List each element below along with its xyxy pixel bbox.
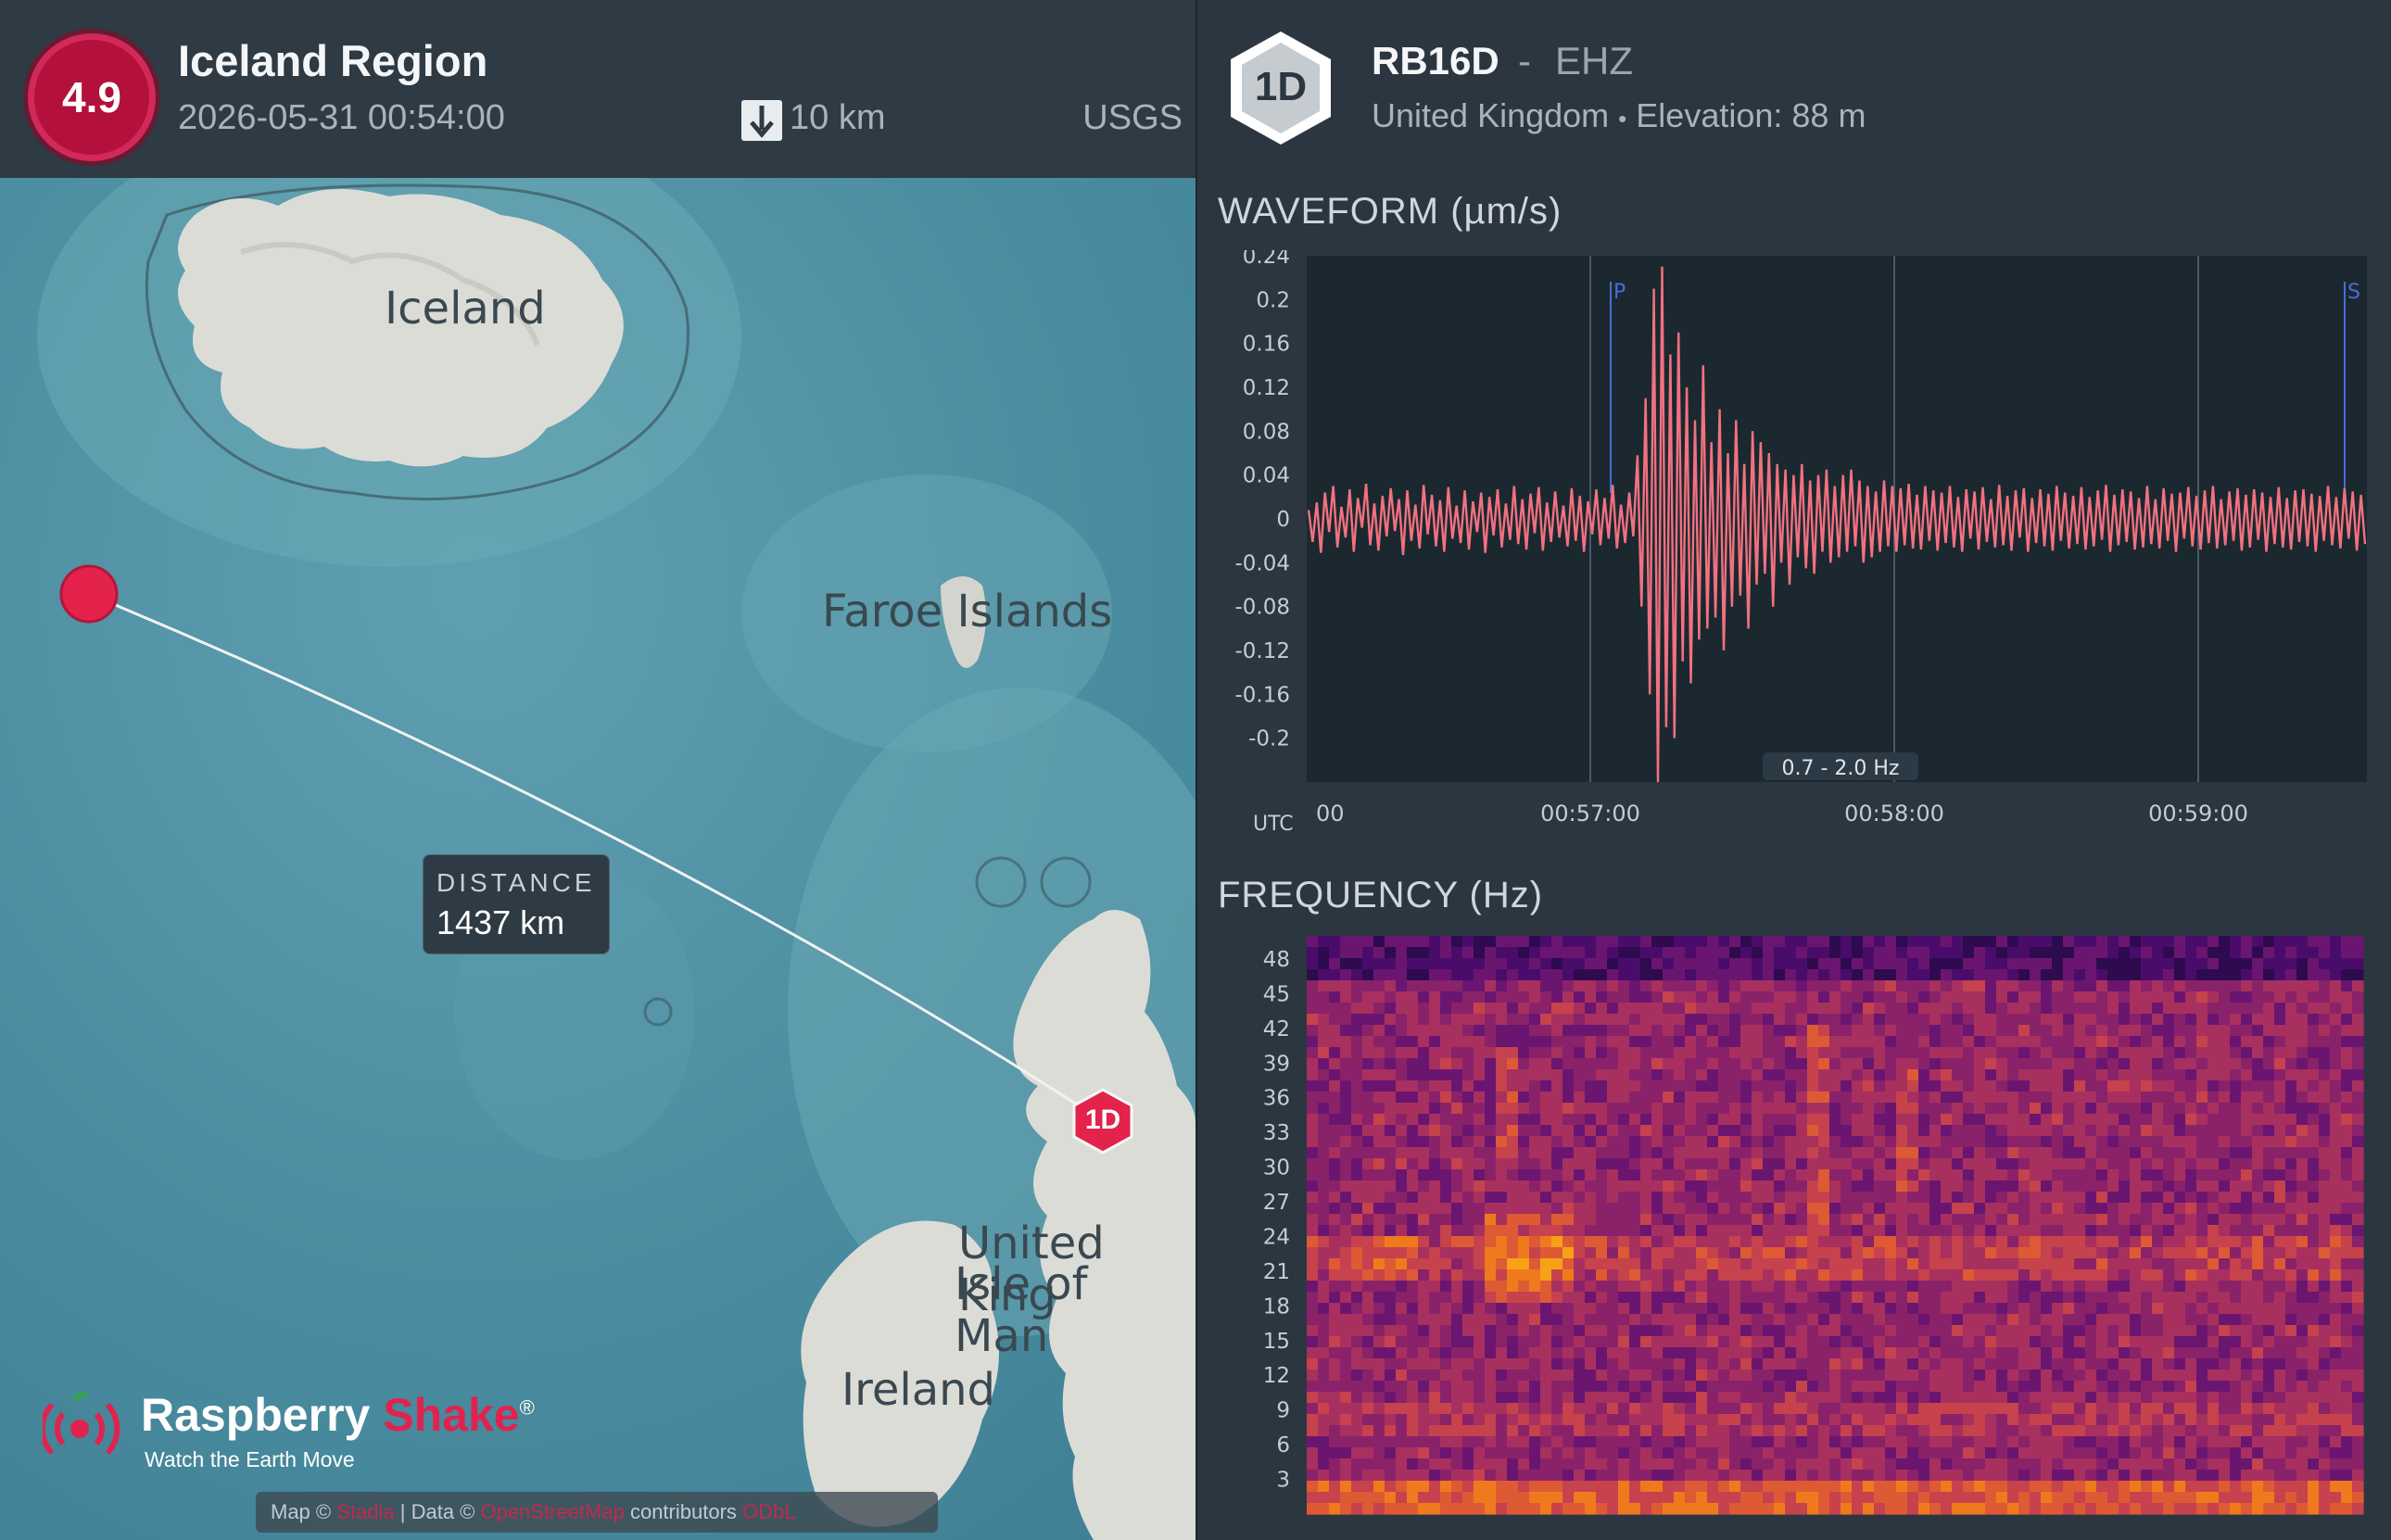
station-code: RB16D bbox=[1372, 39, 1499, 82]
attr-map-link[interactable]: Stadia bbox=[336, 1500, 395, 1523]
brand-registered: ® bbox=[519, 1395, 535, 1420]
station-badge-icon: 1D bbox=[1231, 32, 1331, 145]
distance-tooltip: DISTANCE 1437 km bbox=[423, 854, 610, 954]
map-label-ireland: Ireland bbox=[841, 1364, 996, 1416]
map-label-iceland: Iceland bbox=[385, 283, 546, 335]
depth-arrow-icon bbox=[741, 100, 782, 141]
station-elevation: Elevation: 88 m bbox=[1636, 96, 1866, 134]
spectrogram-ytick: 21 bbox=[1263, 1260, 1290, 1284]
waveform-xtick: 00:58:00 bbox=[1844, 801, 1944, 827]
spectrogram-ytick: 48 bbox=[1263, 948, 1290, 972]
magnitude-badge: 4.9 bbox=[28, 33, 156, 161]
brand-name: Raspberry Shake® bbox=[141, 1388, 535, 1442]
spectrogram-ytick: 39 bbox=[1263, 1052, 1290, 1076]
station-map-marker bbox=[1072, 1088, 1133, 1155]
panel-divider bbox=[1196, 0, 1197, 1540]
station-panel: 1D RB16D - EHZ United Kingdom • Elevatio… bbox=[1197, 0, 2391, 1540]
filter-badge: 0.7 - 2.0 Hz bbox=[1782, 757, 1900, 780]
spectrogram-ytick: 9 bbox=[1276, 1399, 1290, 1423]
spectrogram-chart[interactable]: 48 45 42 39 36 33 30 27 24 21 18 15 12 9 6 3 bbox=[1197, 927, 2391, 1540]
station-separator: - bbox=[1518, 39, 1531, 82]
magnitude-value: 4.9 bbox=[62, 73, 121, 121]
spectrogram-ytick: 36 bbox=[1263, 1087, 1290, 1111]
raspberry-shake-icon bbox=[43, 1392, 120, 1456]
waveform-title: WAVEFORM (µm/s) bbox=[1218, 191, 1562, 232]
map-label-isle-of-man: Isle of Man bbox=[955, 1258, 1088, 1362]
spectrogram-ytick: 30 bbox=[1263, 1156, 1290, 1180]
event-datetime: 2026-05-31 00:54:00 bbox=[178, 98, 505, 137]
phase-s-label: S bbox=[2347, 281, 2360, 304]
event-region: Iceland Region bbox=[178, 36, 488, 85]
spectrogram-ytick: 6 bbox=[1276, 1433, 1290, 1458]
map-view[interactable]: Iceland Faroe Islands United King Isle o… bbox=[0, 178, 1196, 1540]
waveform-xtick: 00:57:00 bbox=[1540, 801, 1640, 827]
waveform-ytick: 0.04 bbox=[1243, 464, 1290, 488]
distance-value: 1437 km bbox=[436, 903, 565, 941]
waveform-xtick: 00:59:00 bbox=[2148, 801, 2248, 827]
station-info: United Kingdom • Elevation: 88 m bbox=[1372, 96, 1866, 135]
spectrogram-ytick: 27 bbox=[1263, 1191, 1290, 1215]
spectrogram-ytick: 45 bbox=[1263, 982, 1290, 1006]
station-badge-label: 1D bbox=[1255, 64, 1307, 109]
waveform-chart[interactable]: 0.24 0.2 0.16 0.12 0.08 0.04 0 -0.04 -0.08 -0.12 -… bbox=[1197, 250, 2391, 843]
map-background bbox=[0, 178, 1196, 1540]
brand-name-part1: Raspberry bbox=[141, 1389, 371, 1441]
station-bullet: • bbox=[1618, 105, 1627, 133]
frequency-title: FREQUENCY (Hz) bbox=[1218, 875, 1544, 915]
map-attribution: Map © Stadia | Data © OpenStreetMap cont… bbox=[256, 1492, 938, 1533]
event-depth: 10 km bbox=[790, 98, 886, 137]
waveform-ytick: 0.08 bbox=[1243, 420, 1290, 444]
filter-badge-bg bbox=[1763, 752, 1918, 780]
spectrogram-cells bbox=[1307, 936, 2364, 1515]
attr-data-link[interactable]: OpenStreetMap bbox=[480, 1500, 625, 1523]
station-map-marker-label[interactable]: 1D bbox=[1084, 1105, 1121, 1135]
spectrogram-ytick: 24 bbox=[1263, 1225, 1290, 1249]
station-country: United Kingdom bbox=[1372, 96, 1610, 134]
event-source: USGS bbox=[1082, 98, 1183, 137]
waveform-ytick: 0.24 bbox=[1243, 250, 1290, 269]
waveform-ytick: -0.08 bbox=[1234, 596, 1290, 620]
distance-path bbox=[88, 592, 1104, 1123]
waveform-trace bbox=[1307, 266, 2367, 783]
brand-name-part2: Shake bbox=[383, 1389, 520, 1441]
map-label-uk: United King bbox=[958, 1218, 1105, 1321]
spectrogram-ytick: 3 bbox=[1276, 1469, 1290, 1493]
attr-data-prefix: | Data © bbox=[399, 1500, 475, 1523]
station-channel: EHZ bbox=[1555, 39, 1633, 82]
spectrogram-ytick: 33 bbox=[1263, 1121, 1290, 1145]
phase-p-label: P bbox=[1613, 281, 1626, 304]
distance-title: DISTANCE bbox=[436, 868, 596, 897]
waveform-ytick: -0.16 bbox=[1234, 683, 1290, 707]
waveform-ytick: -0.04 bbox=[1234, 551, 1290, 575]
spectrogram-ytick: 12 bbox=[1263, 1364, 1290, 1388]
waveform-ytick: -0.12 bbox=[1234, 639, 1290, 663]
spectrogram-ytick: 18 bbox=[1263, 1294, 1290, 1319]
waveform-xtick: 00 bbox=[1316, 801, 1345, 827]
spectrogram-ytick: 42 bbox=[1263, 1017, 1290, 1041]
brand-logo: Raspberry Shake® Watch the Earth Move bbox=[43, 1381, 562, 1473]
event-panel: 4.9 Iceland Region 2026-05-31 00:54:00 1… bbox=[0, 0, 1196, 1540]
attr-data-suffix: contributors bbox=[629, 1500, 737, 1523]
attr-map-prefix: Map © bbox=[271, 1500, 332, 1523]
map-label-faroe: Faroe Islands bbox=[822, 586, 1113, 637]
waveform-ytick: 0.12 bbox=[1243, 376, 1290, 400]
brand-tagline: Watch the Earth Move bbox=[145, 1447, 355, 1471]
waveform-ytick: 0.2 bbox=[1256, 288, 1290, 312]
utc-label: UTC bbox=[1253, 813, 1294, 836]
waveform-ytick: 0 bbox=[1276, 508, 1290, 532]
epicenter-marker bbox=[59, 564, 119, 624]
attr-extra-link[interactable]: ODbL bbox=[742, 1500, 796, 1523]
event-header: 4.9 Iceland Region 2026-05-31 00:54:00 1… bbox=[0, 0, 1196, 178]
waveform-ytick: 0.16 bbox=[1243, 333, 1290, 357]
spectrogram-ytick: 15 bbox=[1263, 1330, 1290, 1354]
waveform-ytick: -0.2 bbox=[1248, 727, 1290, 751]
